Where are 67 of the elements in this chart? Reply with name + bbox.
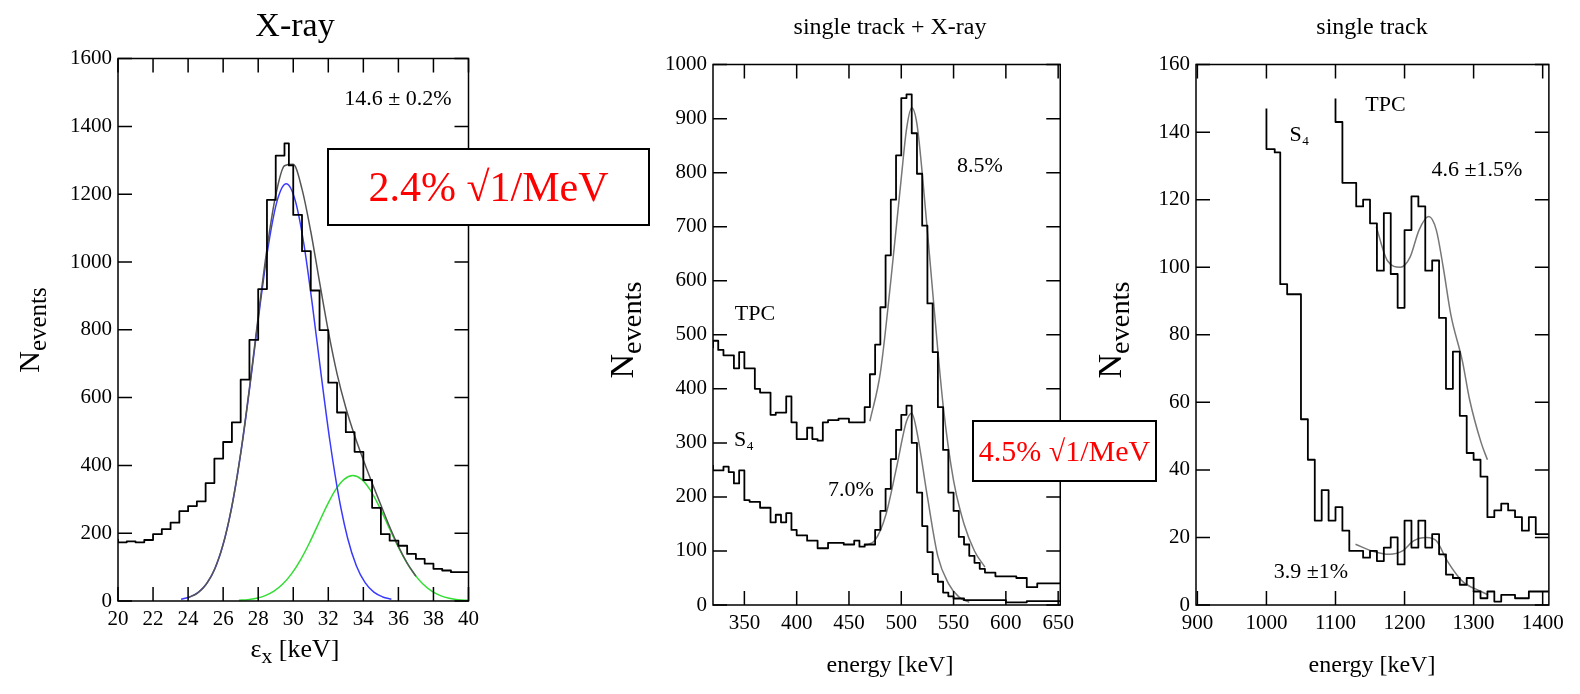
legend-label: TPC (1365, 91, 1406, 117)
x-axis-title: energy [keV] (1308, 651, 1436, 677)
y-tick-label: 140 (1158, 118, 1190, 143)
y-tick-label: 200 (80, 519, 112, 544)
y-tick-label: 20 (1169, 523, 1190, 548)
y-tick-label: 900 (675, 105, 707, 130)
x-tick-label: 600 (990, 610, 1022, 635)
x-tick-label: 450 (833, 610, 865, 635)
y-tick-label: 1000 (665, 51, 707, 76)
chart-title: X-ray (255, 6, 335, 43)
x-tick-label: 28 (247, 606, 269, 631)
chart-title: single track (1316, 13, 1428, 39)
y-tick-label: 40 (1169, 456, 1190, 481)
y-tick-label: 400 (675, 375, 707, 400)
y-tick-label: 0 (1179, 591, 1190, 616)
y-tick-label: 200 (675, 483, 707, 508)
y-tick-label: 1200 (70, 180, 112, 205)
annotation: 8.5% (957, 152, 1003, 177)
annotation: 2.4% √1/MeV (327, 148, 650, 226)
annotation: 4.6 ±1.5% (1431, 156, 1523, 181)
annotation: 7.0% (828, 476, 874, 501)
y-tick-label: 1600 (70, 45, 112, 70)
y-tick-label: 400 (80, 451, 112, 476)
x-tick-label: 24 (177, 606, 200, 631)
annotation: 3.9 ±1% (1273, 558, 1349, 583)
x-tick-label: 26 (212, 606, 234, 631)
y-tick-label: 700 (675, 213, 707, 238)
x-tick-label: 1200 (1383, 610, 1426, 635)
x-tick-label: 38 (422, 606, 444, 631)
series-label: TPC (734, 300, 776, 326)
x-tick-label: 500 (885, 610, 918, 635)
x-tick-label: 650 (1042, 610, 1074, 635)
y-tick-label: 500 (675, 321, 707, 346)
x-tick-label: 550 (937, 610, 970, 635)
x-tick-label: 22 (142, 606, 164, 631)
series-label: S₄ (734, 425, 754, 451)
x-tick-label: 1000 (1245, 610, 1288, 635)
y-tick-label: 800 (80, 316, 112, 341)
y-tick-label: 160 (1158, 51, 1190, 76)
chart-title: single track + X-ray (793, 13, 987, 39)
x-tick-label: 34 (352, 606, 375, 631)
y-tick-label: 600 (675, 267, 707, 292)
y-tick-label: 120 (1158, 186, 1190, 211)
y-tick-label: 1400 (70, 112, 112, 137)
x-tick-label: 1300 (1452, 610, 1495, 635)
y-tick-label: 100 (675, 537, 707, 562)
y-tick-label: 80 (1169, 321, 1190, 346)
x-tick-label: 400 (780, 610, 813, 635)
x-tick-label: 40 (458, 606, 479, 631)
x-tick-label: 32 (317, 606, 339, 631)
y-tick-label: 300 (675, 429, 707, 454)
x-axis-title: energy [keV] (826, 651, 954, 677)
annotation: 14.6 ± 0.2% (344, 85, 452, 110)
x-tick-label: 1400 (1521, 610, 1564, 635)
annotation: 4.5% √1/MeV (972, 420, 1157, 482)
x-axis-title: ε$_{x}$ [keV] (250, 634, 340, 669)
y-tick-label: 1000 (70, 248, 112, 273)
x-tick-label: 350 (728, 610, 761, 635)
y-tick-label: 600 (80, 384, 112, 409)
y-tick-label: 800 (675, 159, 707, 184)
series-label: S₄ (1289, 121, 1310, 147)
x-tick-label: 1100 (1314, 610, 1357, 635)
x-tick-label: 36 (387, 606, 409, 631)
x-tick-label: 30 (282, 606, 304, 631)
y-tick-label: 100 (1158, 253, 1190, 278)
y-tick-label: 60 (1169, 388, 1190, 413)
y-tick-label: 0 (696, 591, 707, 616)
